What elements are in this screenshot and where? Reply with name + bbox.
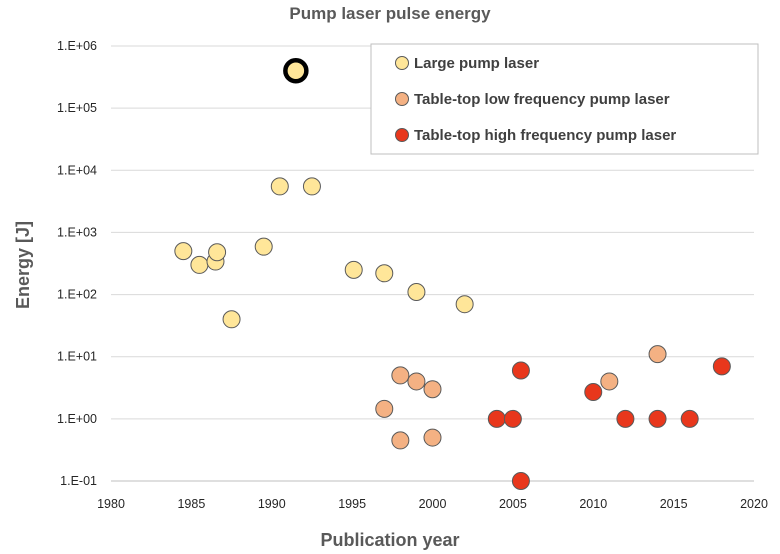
x-axis-title: Publication year (320, 530, 459, 550)
data-point-series-1 (190, 255, 209, 274)
y-tick-label: 1.E+05 (57, 101, 97, 115)
data-point-series-2 (375, 399, 394, 418)
legend-marker (395, 56, 409, 70)
data-point-series-1 (302, 177, 321, 196)
legend-entries: Large pump laser Table-top low frequency … (395, 55, 676, 144)
data-point-highlighted (283, 57, 309, 84)
data-point-series-1 (375, 264, 394, 283)
x-tick-label: 2020 (740, 497, 768, 511)
data-point-series-2 (407, 372, 426, 391)
y-tick-label: 1.E+03 (57, 225, 97, 239)
data-point-series-2 (600, 372, 619, 391)
y-tick-label: 1.E+04 (57, 163, 97, 177)
data-point-series-3 (487, 409, 506, 428)
data-point-series-3 (503, 409, 522, 428)
y-tick-label: 1.E+06 (57, 39, 97, 53)
y-tick-label: 1.E+02 (57, 288, 97, 302)
data-point-series-1 (455, 295, 474, 314)
legend-box (370, 43, 759, 155)
y-tick-label: 1.E+01 (57, 350, 97, 364)
legend-marker (395, 128, 409, 142)
x-tick-label: 2000 (419, 497, 447, 511)
x-tick-label: 2005 (499, 497, 527, 511)
data-point-series-3 (511, 361, 530, 380)
y-axis-title: Energy [J] (13, 221, 33, 309)
data-point-series-1 (222, 310, 241, 329)
x-tick-label: 1990 (258, 497, 286, 511)
y-tick-label: 1.E-01 (60, 474, 97, 488)
legend-label: Table-top low frequency pump laser (414, 91, 670, 108)
data-point-series-1 (174, 242, 193, 261)
data-point-series-2 (423, 380, 442, 399)
x-tick-label: 2015 (660, 497, 688, 511)
data-points (174, 57, 731, 490)
data-point-series-2 (423, 428, 442, 447)
data-point-series-1 (254, 237, 273, 256)
legend: Large pump laser Table-top low frequency … (370, 43, 759, 155)
data-point-series-3 (511, 472, 530, 490)
y-tick-labels: 1.E-01 1.E+00 1.E+01 1.E+02 1.E+03 1.E+04 1.E+… (57, 39, 97, 488)
data-point-series-3 (584, 383, 603, 402)
data-point-series-1 (270, 177, 289, 196)
data-point-series-3 (616, 409, 635, 428)
data-point-series-2 (648, 345, 667, 364)
data-point-series-3 (648, 409, 667, 428)
x-tick-label: 1980 (97, 497, 125, 511)
x-tick-label: 1995 (338, 497, 366, 511)
legend-label: Table-top high frequency pump laser (414, 127, 676, 144)
legend-label: Large pump laser (414, 55, 539, 72)
data-point-series-1 (407, 282, 426, 301)
chart-title: Pump laser pulse energy (289, 4, 491, 23)
data-point-series-2 (391, 431, 410, 450)
data-point-series-3 (680, 409, 699, 428)
data-point-series-2 (391, 366, 410, 385)
data-point-series-1 (344, 260, 363, 279)
data-point-series-3 (712, 357, 731, 376)
legend-marker (395, 92, 409, 106)
x-tick-label: 2010 (579, 497, 607, 511)
data-point-series-1 (208, 243, 227, 262)
x-tick-label: 1985 (177, 497, 205, 511)
y-tick-label: 1.E+00 (57, 412, 97, 426)
x-tick-labels: 1980 1985 1990 1995 2000 2005 2010 2015 2020 (97, 497, 768, 511)
